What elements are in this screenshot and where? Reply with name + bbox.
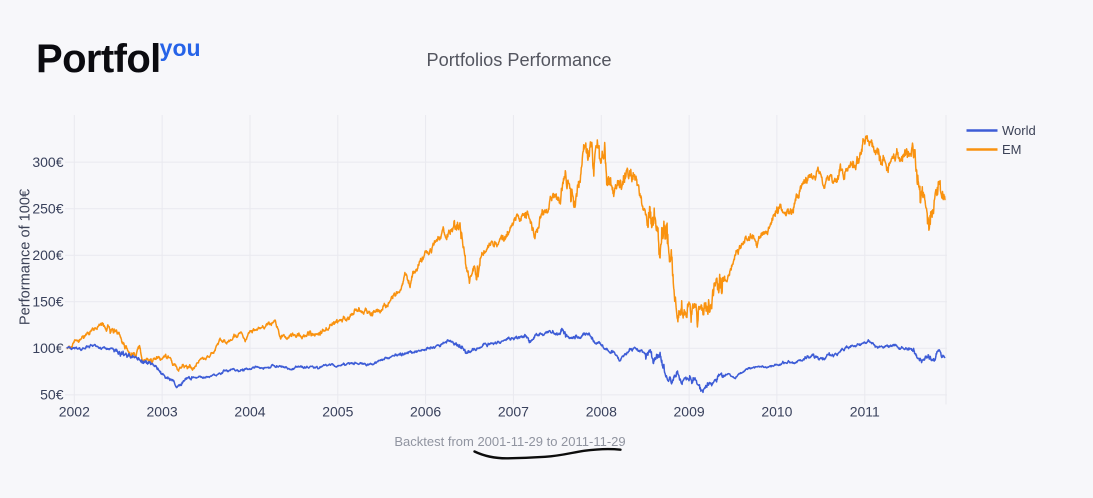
svg-text:2002: 2002: [59, 404, 90, 420]
svg-text:50€: 50€: [40, 387, 64, 403]
svg-text:200€: 200€: [32, 247, 63, 263]
svg-text:2010: 2010: [761, 404, 792, 420]
svg-text:150€: 150€: [32, 294, 63, 310]
svg-text:2004: 2004: [234, 404, 265, 420]
svg-text:World: World: [1002, 123, 1036, 138]
svg-text:2011: 2011: [850, 404, 880, 420]
svg-text:2009: 2009: [674, 404, 705, 420]
svg-text:EM: EM: [1002, 142, 1022, 157]
svg-text:100€: 100€: [32, 340, 63, 356]
svg-text:2007: 2007: [498, 404, 529, 420]
svg-text:2008: 2008: [586, 404, 617, 420]
svg-text:2003: 2003: [147, 404, 178, 420]
svg-text:250€: 250€: [32, 201, 63, 217]
svg-text:Backtest from 2001-11-29 to 20: Backtest from 2001-11-29 to 2011-11-29: [394, 434, 625, 449]
svg-text:2005: 2005: [322, 404, 353, 420]
svg-text:300€: 300€: [32, 154, 63, 170]
svg-text:Performance of 100€: Performance of 100€: [18, 189, 34, 325]
svg-text:2006: 2006: [410, 404, 441, 420]
